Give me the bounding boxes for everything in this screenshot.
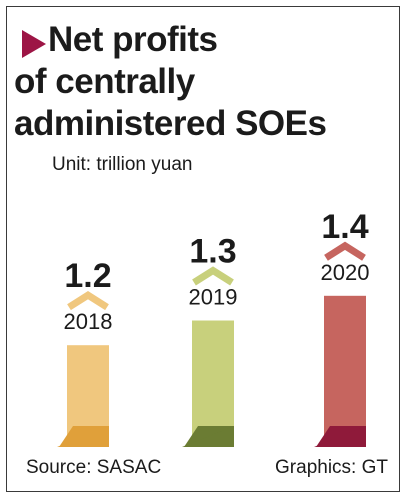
tick-label-2018: 2018	[64, 309, 113, 334]
bar-base-tip-2019	[182, 426, 234, 447]
unit-label: Unit: trillion yuan	[52, 154, 193, 175]
chart-title-line-1: Net profits	[48, 20, 218, 59]
bar-base-tip-2020	[314, 426, 366, 447]
data-label-2018: 1.2	[64, 257, 111, 295]
tick-label-2020: 2020	[321, 260, 370, 285]
chart-title-line-3: administered SOEs	[14, 104, 327, 143]
bar-2020	[324, 295, 366, 444]
source-credit: Source: SASAC	[26, 457, 162, 478]
title-marker-icon	[22, 30, 46, 58]
tick-label-2019: 2019	[189, 285, 238, 310]
bar-2019	[192, 320, 234, 444]
graphics-credit: Graphics: GT	[275, 457, 388, 478]
increase-chevron-icon	[192, 266, 234, 286]
increase-chevron-icon	[324, 241, 366, 261]
data-label-2019: 1.3	[189, 233, 236, 271]
increase-chevron-icon	[67, 291, 109, 311]
data-label-2020: 1.4	[321, 208, 368, 246]
chart-title-line-2: of centrally	[14, 62, 195, 101]
bars-layer: 2018 1.2 2019 1.3 2020 1.4	[57, 208, 369, 447]
bar-base-tip-2018	[57, 426, 109, 447]
